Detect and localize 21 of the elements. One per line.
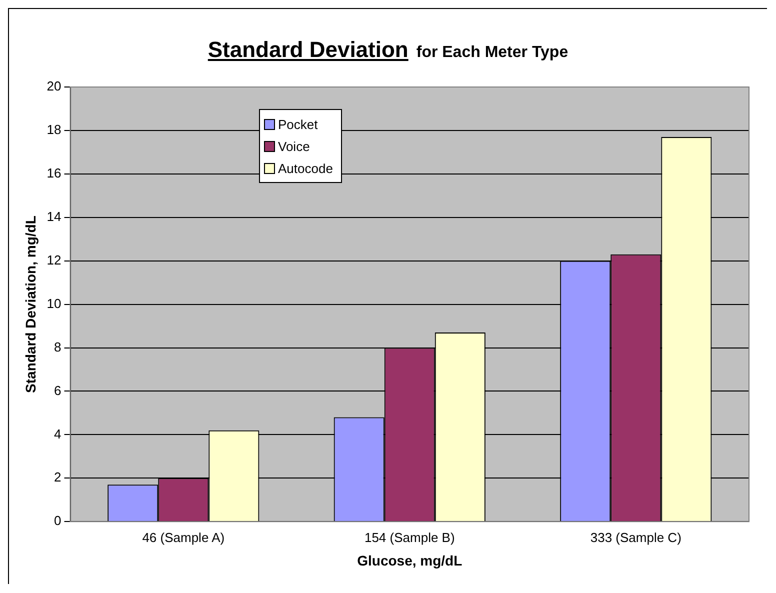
y-tick-label: 0 bbox=[54, 513, 62, 528]
y-tick-label: 18 bbox=[46, 122, 62, 138]
x-tick-label: 333 (Sample C) bbox=[590, 530, 682, 545]
y-tick-label: 10 bbox=[46, 296, 62, 311]
legend-label: Autocode bbox=[278, 160, 333, 176]
y-tick-label: 20 bbox=[46, 78, 62, 94]
y-tick-label: 8 bbox=[54, 339, 62, 354]
y-axis-title: Standard Deviation, mg/dL bbox=[22, 215, 38, 393]
legend-label: Pocket bbox=[278, 116, 318, 132]
y-tick-label: 12 bbox=[46, 252, 62, 268]
chart-subtitle: for Each Meter Type bbox=[416, 44, 568, 61]
x-tick-label: 46 (Sample A) bbox=[142, 530, 225, 545]
y-tick-label: 14 bbox=[46, 208, 62, 224]
y-tick-label: 4 bbox=[54, 426, 62, 442]
y-tick-label: 16 bbox=[46, 166, 62, 180]
x-tick-label: 154 (Sample B) bbox=[364, 530, 455, 545]
y-tick-label: 6 bbox=[54, 382, 62, 398]
x-axis-title: Glucose, mg/dL bbox=[357, 552, 463, 568]
legend-label: Voice bbox=[278, 138, 310, 154]
y-tick-label: 2 bbox=[54, 470, 62, 485]
chart-title: Standard Deviation bbox=[208, 37, 408, 62]
